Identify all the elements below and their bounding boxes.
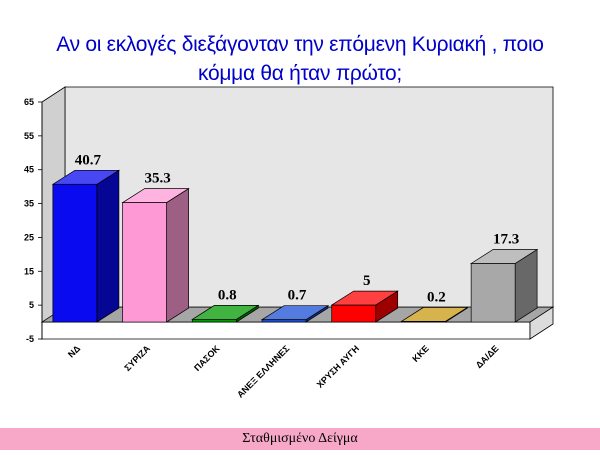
y-tick-label: 35 <box>24 199 34 209</box>
y-tick-label: -5 <box>26 334 34 344</box>
footer-text: Σταθμισμένο Δείγμα <box>242 431 358 446</box>
data-label: 35.3 <box>144 171 170 187</box>
bar-chart: -5 5 15 25 35 45 55 65 40.7 ΝΔ 35.3 ΣΥΡΙΖΑ 0.8 ΠΑΣΟΚ 0… <box>24 86 555 400</box>
data-label: 0.7 <box>288 288 307 304</box>
data-label: 17.3 <box>493 231 519 247</box>
category-label: ΝΔ <box>66 343 83 360</box>
bar <box>191 319 237 323</box>
footer-banner: Σταθμισμένο Δείγμα <box>0 428 600 450</box>
chart-title-line-2: κόμμα θα ήταν πρώτο; <box>198 62 402 85</box>
bar <box>401 321 446 323</box>
bar-side <box>96 169 120 323</box>
floor-front <box>41 321 531 340</box>
y-tick-label: 15 <box>24 266 34 276</box>
category-label: ΠΑΣΟΚ <box>192 343 222 373</box>
y-tick-label: 55 <box>24 131 34 141</box>
bar <box>470 263 516 323</box>
data-label: 0.2 <box>427 289 446 305</box>
bar <box>122 202 167 323</box>
bar-side <box>166 187 189 323</box>
category-label: ΑΝΕΞ ΕΛΛΗΝΕΣ <box>235 343 292 400</box>
category-label: ΣΥΡΙΖΑ <box>122 343 152 373</box>
bar <box>261 319 307 323</box>
y-tick-label: 25 <box>24 232 34 242</box>
y-tick-label: 5 <box>29 300 34 310</box>
data-label: 40.7 <box>75 152 102 168</box>
category-label: ΧΡΥΣΗ ΑΥΓΗ <box>315 343 361 389</box>
y-tick-label: 45 <box>24 165 34 175</box>
category-label: ΔΑ/ΔΕ <box>474 343 501 370</box>
chart-title: Αν οι εκλογές διεξάγονταν την επόμενη Κυ… <box>0 30 600 88</box>
y-tick-label: 65 <box>24 97 34 107</box>
data-label: 0.8 <box>218 287 237 303</box>
data-label: 5 <box>363 273 371 289</box>
floor-side <box>529 306 554 340</box>
bar <box>52 183 98 323</box>
bar <box>331 304 377 323</box>
category-label: ΚΚΕ <box>410 343 431 364</box>
chart-title-line-1: Αν οι εκλογές διεξάγονταν την επόμενη Κυ… <box>56 33 544 56</box>
